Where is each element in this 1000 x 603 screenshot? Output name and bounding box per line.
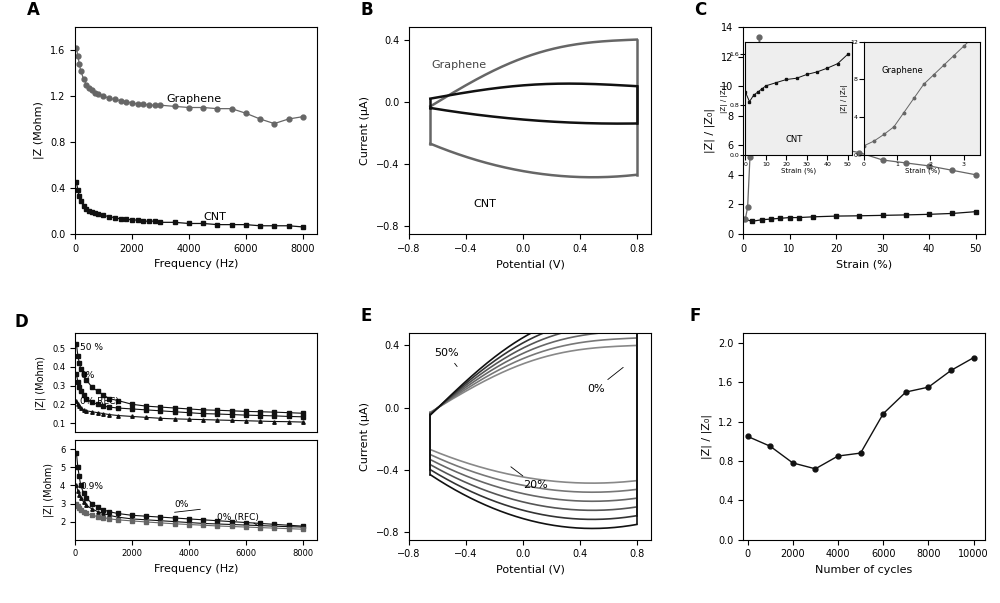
Text: F: F xyxy=(690,306,701,324)
Y-axis label: |Z| / |Z₀|: |Z| / |Z₀| xyxy=(702,414,712,459)
Text: 20%: 20% xyxy=(511,467,548,490)
Text: E: E xyxy=(361,306,372,324)
Text: 0%: 0% xyxy=(587,367,623,394)
X-axis label: Frequency (Hz): Frequency (Hz) xyxy=(154,564,238,574)
X-axis label: Potential (V): Potential (V) xyxy=(496,259,564,269)
Text: Graphene: Graphene xyxy=(166,94,221,104)
X-axis label: Frequency (Hz): Frequency (Hz) xyxy=(154,259,238,269)
Text: 50 %: 50 % xyxy=(80,343,103,352)
Text: Graphene: Graphene xyxy=(432,60,487,69)
Text: D: D xyxy=(14,313,28,331)
Text: 0% (RFC): 0% (RFC) xyxy=(217,513,259,522)
Text: 0%: 0% xyxy=(175,500,189,509)
Y-axis label: |Z| (Mohm): |Z| (Mohm) xyxy=(36,356,46,409)
Text: B: B xyxy=(361,1,373,19)
Text: C: C xyxy=(695,1,707,19)
Y-axis label: |Z (Mohm): |Z (Mohm) xyxy=(34,101,44,159)
Y-axis label: Current (μA): Current (μA) xyxy=(360,402,370,471)
Y-axis label: Current (μA): Current (μA) xyxy=(360,96,370,165)
Text: 50%: 50% xyxy=(435,349,459,367)
Text: 0%: 0% xyxy=(80,371,95,380)
Text: 0.9%: 0.9% xyxy=(80,482,103,491)
Y-axis label: |Z| / |Z₀|: |Z| / |Z₀| xyxy=(705,108,715,153)
Text: CNT: CNT xyxy=(473,200,496,209)
Text: A: A xyxy=(27,1,39,19)
X-axis label: Strain (%): Strain (%) xyxy=(836,259,892,269)
Text: CNT: CNT xyxy=(203,212,226,222)
X-axis label: Potential (V): Potential (V) xyxy=(496,565,564,575)
Y-axis label: |Z| (Mohm): |Z| (Mohm) xyxy=(44,463,54,517)
Text: 0% REC): 0% REC) xyxy=(80,397,119,406)
X-axis label: Number of cycles: Number of cycles xyxy=(815,565,913,575)
